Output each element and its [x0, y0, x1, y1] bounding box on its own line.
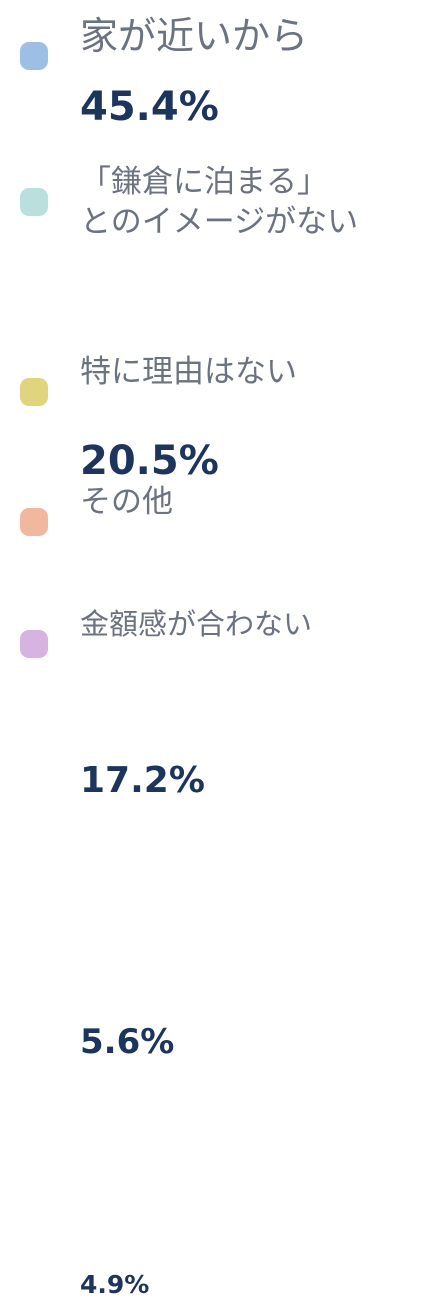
legend-value: 20.5% — [80, 438, 219, 484]
label-line: その他 — [80, 484, 173, 520]
legend-label: 金額感が合わない — [80, 606, 312, 644]
label-line: とのイメージがない — [80, 204, 359, 241]
legend-label: 特に理由はない — [80, 352, 297, 392]
legend-page: 家が近いから 45.4% 「鎌倉に泊まる」 とのイメージがない 20.5% 特に理由はない… — [20, 12, 359, 1299]
legend-label: その他 — [80, 482, 173, 522]
legend-value: 4.9% — [80, 1270, 150, 1299]
label-line: 特に理由はない — [80, 354, 297, 390]
label-line: 金額感が合わない — [80, 607, 313, 641]
legend-label: 家が近いから — [80, 12, 308, 61]
legend-label: 「鎌倉に泊まる」 とのイメージがない — [80, 162, 358, 243]
legend-value: 5.6% — [80, 1022, 175, 1062]
legend-swatch — [20, 508, 48, 536]
label-line: 家が近いから — [80, 14, 309, 58]
legend-swatch — [20, 188, 48, 216]
legend-swatch — [20, 630, 48, 658]
label-line: 「鎌倉に泊まる」 — [80, 164, 328, 200]
legend-swatch — [20, 42, 48, 70]
legend-value: 17.2% — [80, 760, 205, 801]
legend-swatch — [20, 378, 48, 406]
legend-value: 45.4% — [80, 84, 219, 130]
